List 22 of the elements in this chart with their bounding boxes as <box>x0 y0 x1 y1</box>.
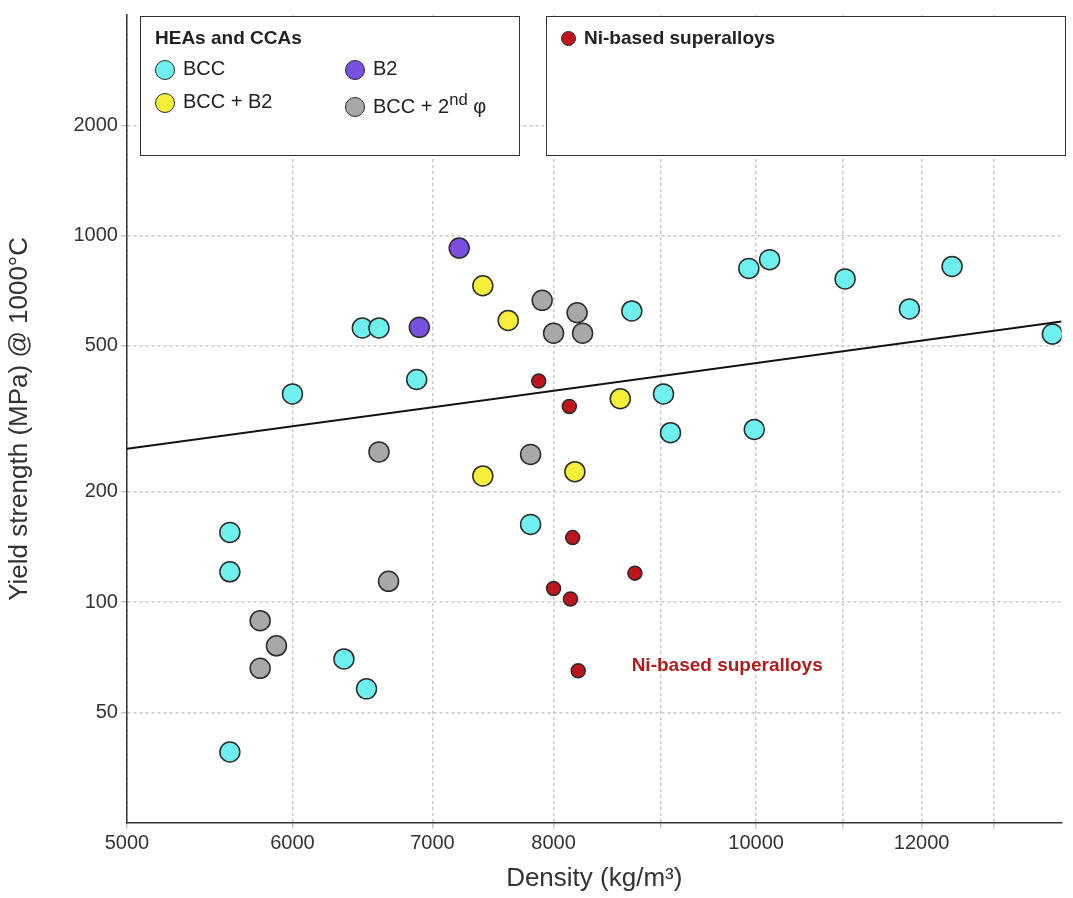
x-tick-label: 5000 <box>104 831 150 854</box>
legend-title: HEAs and CCAs <box>155 27 303 49</box>
y-tick-label: 200 <box>84 479 118 502</box>
x-tick-label: 6000 <box>270 831 315 854</box>
y-tick-label: 2000 <box>73 112 118 135</box>
legend-label: B2 <box>373 57 398 79</box>
y-tick-label: 100 <box>84 589 118 612</box>
y-axis-title: Yield strength (MPa) @ 1000°C <box>2 236 33 601</box>
y-tick-label: 1000 <box>73 223 118 246</box>
legend-panel: Ni-based superalloys <box>546 16 1066 156</box>
legend-label: BCC + 2$^{nd}$ φ <box>373 90 487 117</box>
x-tick-label: 10000 <box>728 831 784 854</box>
y-tick-label: 50 <box>95 699 118 722</box>
legend-label: Ni-based superalloys <box>584 27 776 48</box>
legend-label: BCC <box>183 57 226 79</box>
legend-label: BCC + B2 <box>183 90 273 112</box>
x-axis-title: Density (kg/m³) <box>506 861 683 892</box>
x-tick-label: 7000 <box>410 831 455 854</box>
annotation: Ni-based superalloys <box>631 654 823 676</box>
x-tick-label: 8000 <box>531 831 576 854</box>
x-tick-label: 12000 <box>893 831 950 854</box>
y-tick-label: 500 <box>84 333 118 356</box>
